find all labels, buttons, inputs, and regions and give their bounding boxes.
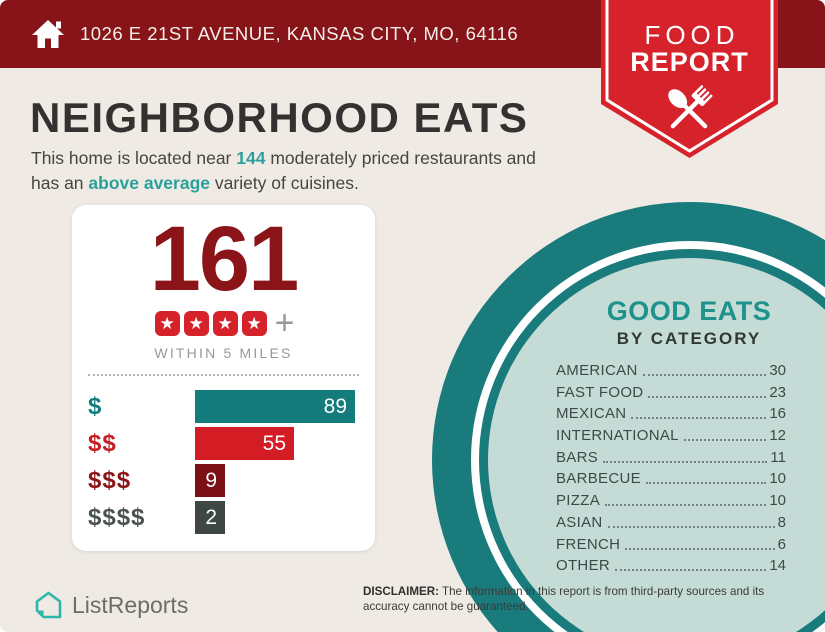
food-report-badge: FOOD REPORT	[601, 0, 778, 162]
home-icon	[30, 18, 66, 50]
category-row: AMERICAN 30	[556, 362, 786, 379]
category-count: 10	[769, 470, 786, 488]
intro-text: moderately priced restaurants and	[265, 148, 536, 168]
category-count: 10	[769, 492, 786, 510]
category-count: 23	[769, 383, 786, 401]
dotted-leader	[607, 525, 775, 528]
category-row: OTHER 14	[556, 557, 786, 575]
category-name: BARS	[556, 448, 599, 466]
listreports-house-icon	[35, 591, 62, 619]
dotted-leader	[683, 439, 767, 442]
category-list: AMERICAN 30 FAST FOOD 23 MEXICAN 16 INTERNATIO…	[556, 362, 786, 575]
category-count: 16	[769, 405, 786, 423]
good-eats-title: GOOD EATS	[606, 296, 772, 326]
category-name: PIZZA	[556, 492, 601, 510]
category-count: 12	[769, 427, 786, 445]
category-count: 8	[777, 513, 786, 531]
bar-row: $89	[88, 390, 375, 423]
disclaimer-label: DISCLAIMER:	[363, 585, 439, 598]
bar-value: 89	[323, 394, 347, 418]
address-text: 1026 E 21ST AVENUE, KANSAS CITY, MO, 641…	[80, 23, 519, 44]
intro-text-block: This home is located near 144 moderately…	[31, 146, 536, 196]
intro-text: variety of cuisines.	[210, 173, 359, 193]
dotted-leader	[631, 417, 767, 420]
listreports-logo: ListReports	[34, 590, 188, 621]
price-level-label: $$$	[88, 466, 132, 494]
price-level-label: $	[88, 392, 103, 420]
star-icon: ★	[241, 311, 267, 336]
price-level-label: $$$$	[88, 503, 146, 531]
category-count: 6	[777, 535, 786, 553]
category-name: OTHER	[556, 557, 610, 575]
dotted-leader	[645, 482, 767, 485]
radius-label: WITHIN 5 MILES	[154, 345, 293, 361]
disclaimer-line-2: accuracy cannot be guaranteed.	[363, 599, 529, 613]
disclaimer: DISCLAIMER: The information in this repo…	[363, 585, 823, 614]
dotted-divider	[88, 374, 359, 376]
brand-name: ListReports	[72, 592, 189, 618]
dotted-leader	[603, 460, 768, 463]
good-eats-panel: GOOD EATS BY CATEGORY AMERICAN 30 FAST FOO…	[556, 296, 786, 580]
bar-row: $$$ 9	[88, 464, 375, 497]
category-name: BARBECUE	[556, 470, 641, 488]
category-count: 14	[769, 557, 786, 575]
category-row: ASIAN 8	[556, 513, 786, 531]
category-row: BARBECUE 10	[556, 470, 786, 488]
dotted-leader	[605, 504, 767, 507]
intro-text: has an	[31, 173, 89, 193]
star-icon: ★	[154, 311, 180, 336]
category-row: BARS 11	[556, 448, 786, 466]
category-row: FRENCH 6	[556, 535, 786, 553]
dotted-leader	[625, 547, 775, 550]
good-eats-subtitle: BY CATEGORY	[616, 329, 762, 348]
star-icon: ★	[183, 311, 209, 336]
star-rating: ★ ★ ★ ★ +	[72, 304, 375, 342]
bar-value: 9	[205, 468, 217, 492]
good-eats-circle	[432, 202, 825, 632]
stats-card: 161 ★ ★ ★ ★ + WITHIN 5 MILES $89 $$ 55 $$$ 9 $$$$…	[72, 205, 375, 551]
badge-line1: FOOD	[644, 20, 740, 50]
badge-ribbon-shape	[601, 0, 778, 158]
bar-row: $$$$ 2	[88, 501, 375, 534]
category-name: FAST FOOD	[556, 383, 644, 401]
category-name: FRENCH	[556, 535, 621, 553]
bar-row: $$ 55	[88, 427, 375, 460]
page-title: NEIGHBORHOOD EATS	[30, 94, 529, 141]
price-level-label: $$	[88, 429, 117, 457]
category-count: 11	[770, 448, 786, 466]
bar-value: 55	[262, 431, 286, 455]
restaurant-total: 161	[149, 208, 300, 310]
category-name: AMERICAN	[556, 362, 638, 379]
category-name: ASIAN	[556, 513, 603, 531]
bar-value: 2	[205, 505, 217, 529]
intro-highlight: 144	[236, 148, 266, 168]
price-level-bar-chart: $89 $$ 55 $$$ 9 $$$$ 2	[72, 390, 375, 534]
bar: 2	[195, 501, 225, 534]
spoon-fork-icon	[668, 85, 713, 129]
intro-line-2: has an above average variety of cuisines…	[31, 171, 536, 196]
plus-icon: +	[274, 304, 295, 342]
intro-highlight: above average	[88, 173, 211, 193]
category-count: 30	[769, 362, 786, 379]
dotted-leader	[648, 395, 767, 398]
bar: 55	[195, 427, 294, 460]
category-row: PIZZA 10	[556, 492, 786, 510]
star-icon: ★	[212, 311, 238, 336]
category-name: MEXICAN	[556, 405, 627, 423]
bar: 9	[195, 464, 225, 497]
dotted-leader	[642, 374, 767, 376]
intro-line-1: This home is located near 144 moderately…	[31, 146, 536, 171]
intro-text: This home is located near	[31, 148, 237, 168]
bar: 89	[195, 390, 355, 423]
category-row: MEXICAN 16	[556, 405, 786, 423]
dotted-leader	[615, 569, 767, 572]
disclaimer-line-1: The information in this report is from t…	[442, 585, 765, 598]
category-name: INTERNATIONAL	[556, 427, 679, 445]
category-row: INTERNATIONAL 12	[556, 427, 786, 445]
badge-line2: REPORT	[630, 47, 749, 77]
category-row: FAST FOOD 23	[556, 383, 786, 401]
